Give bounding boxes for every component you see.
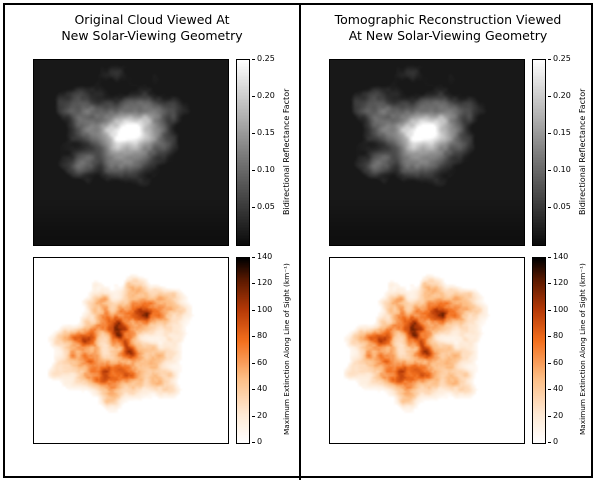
- panel-right: Tomographic Reconstruction Viewed At New…: [301, 3, 595, 480]
- colorbar-tick-label: 100: [251, 304, 273, 314]
- panel-title-right: Tomographic Reconstruction Viewed At New…: [301, 12, 595, 44]
- reflectance-colorbar-ticks: 0.05 0.10 0.15 0.20 0.25: [251, 55, 287, 244]
- extinction-colorbar: [236, 257, 250, 444]
- extinction-image: [329, 257, 525, 444]
- extinction-colorbar-label: Maximum Extinction Along Line of Sight (…: [578, 263, 587, 436]
- colorbar-tick-label: 40: [251, 384, 268, 394]
- reflectance-image: [33, 59, 229, 246]
- extinction-subplot-right: 0 20 40 60 80 100 120 140 Maximum Extinction Al…: [301, 253, 595, 446]
- colorbar-tick-label: 0.05: [252, 202, 275, 211]
- panel-title-left: Original Cloud Viewed At New Solar-Viewi…: [5, 12, 299, 44]
- colorbar-tick-label: 60: [251, 357, 268, 367]
- colorbar-tick-label: 120: [251, 278, 273, 288]
- colorbar-tick-label: 100: [547, 304, 569, 314]
- colorbar-tick-label: 20: [251, 410, 268, 420]
- colorbar-tick-label: 0.15: [548, 128, 571, 137]
- colorbar-tick-label: 0: [547, 437, 559, 446]
- reflectance-colorbar: [236, 59, 250, 246]
- reflectance-subplot-left: 0.05 0.10 0.15 0.20 0.25 Bidirectional Refle…: [5, 55, 299, 246]
- colorbar-tick-label: 140: [547, 252, 569, 261]
- extinction-image: [33, 257, 229, 444]
- extinction-colorbar: [532, 257, 546, 444]
- colorbar-tick-label: 0.25: [548, 54, 571, 63]
- colorbar-tick-label: 80: [251, 331, 268, 341]
- colorbar-tick-label: 0.15: [252, 128, 275, 137]
- colorbar-tick-label: 0.25: [252, 54, 275, 63]
- figure-border: [3, 3, 593, 478]
- panel-divider: [299, 3, 301, 480]
- colorbar-tick-label: 140: [251, 252, 273, 261]
- panel-left: Original Cloud Viewed At New Solar-Viewi…: [5, 3, 299, 480]
- colorbar-tick-label: 80: [547, 331, 564, 341]
- extinction-subplot-left: 0 20 40 60 80 100 120 140 Maximum Extinction Al…: [5, 253, 299, 446]
- colorbar-tick-label: 0: [251, 437, 263, 446]
- extinction-colorbar-label: Maximum Extinction Along Line of Sight (…: [282, 263, 291, 436]
- colorbar-tick-label: 40: [547, 384, 564, 394]
- colorbar-tick-label: 20: [547, 410, 564, 420]
- title-line: New Solar-Viewing Geometry: [61, 28, 243, 43]
- extinction-colorbar-ticks: 0 20 40 60 80 100 120 140: [251, 253, 287, 446]
- extinction-colorbar-ticks: 0 20 40 60 80 100 120 140: [547, 253, 583, 446]
- reflectance-image: [329, 59, 525, 246]
- reflectance-subplot-right: 0.05 0.10 0.15 0.20 0.25 Bidirectional Refle…: [301, 55, 595, 246]
- colorbar-tick-label: 0.20: [252, 91, 275, 100]
- reflectance-colorbar-label: Bidirectional Reflectance Factor: [282, 88, 291, 215]
- title-line: At New Solar-Viewing Geometry: [348, 28, 548, 43]
- colorbar-tick-label: 120: [547, 278, 569, 288]
- colorbar-tick-label: 0.10: [252, 165, 275, 174]
- colorbar-tick-label: 0.05: [548, 202, 571, 211]
- reflectance-colorbar-label: Bidirectional Reflectance Factor: [578, 88, 587, 215]
- colorbar-tick-label: 0.20: [548, 91, 571, 100]
- reflectance-colorbar-ticks: 0.05 0.10 0.15 0.20 0.25: [547, 55, 583, 244]
- reflectance-colorbar: [532, 59, 546, 246]
- colorbar-tick-label: 0.10: [548, 165, 571, 174]
- title-line: Original Cloud Viewed At: [74, 12, 230, 27]
- title-line: Tomographic Reconstruction Viewed: [334, 12, 562, 27]
- colorbar-tick-label: 60: [547, 357, 564, 367]
